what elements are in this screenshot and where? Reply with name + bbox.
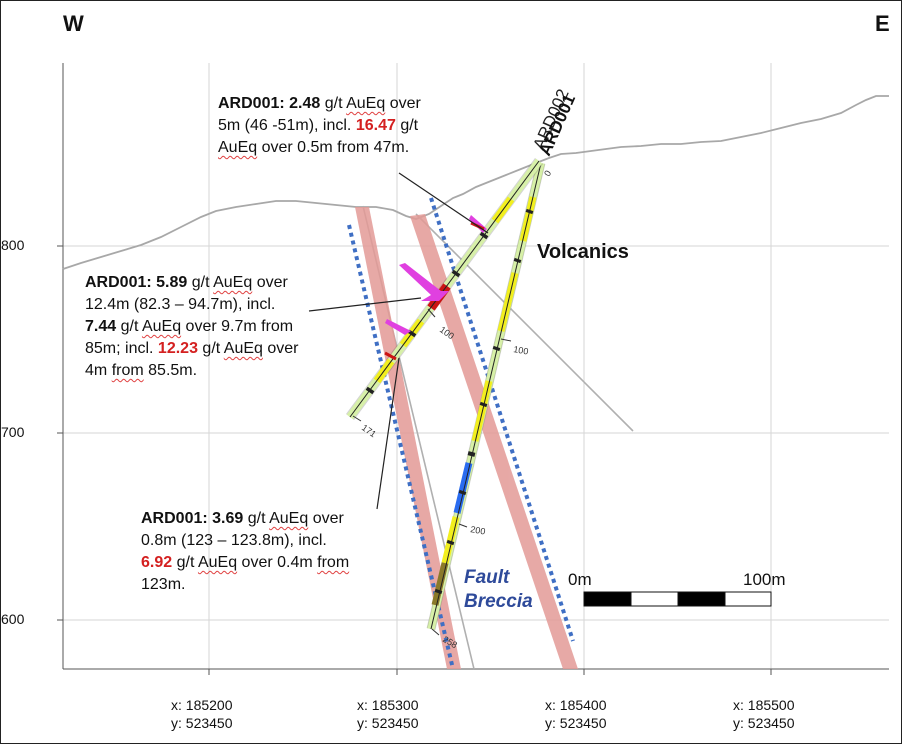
callout-ard001-top: ARD001: 2.48 g/t AuEq over 5m (46 -51m),… <box>218 95 421 156</box>
axes <box>57 63 889 675</box>
leader-lines <box>308 172 489 510</box>
coordinate-label-185400: x: 185400 y: 523450 <box>545 697 607 731</box>
grade-histogram <box>384 215 487 361</box>
coordinate-label-185500: x: 185500 y: 523450 <box>733 697 795 731</box>
fault-breccia-boundaries <box>347 197 575 670</box>
histogram-lower <box>385 319 411 335</box>
unit-label-volcanics: Volcanics <box>537 241 629 263</box>
ard002-yellow-4 <box>441 516 460 564</box>
fault-zone-west <box>355 207 461 669</box>
histogram-main <box>399 263 449 301</box>
leader-top <box>398 172 489 234</box>
coordinate-label-185300: x: 185300 y: 523450 <box>357 697 419 731</box>
scale-label-start: 0m <box>568 570 592 589</box>
elevation-label-700: 700 <box>1 424 25 440</box>
depth-label-171: 171 <box>360 422 378 439</box>
grey-trace-east <box>415 213 634 432</box>
elevation-label-600: 600 <box>1 611 25 627</box>
leader-bottom <box>376 357 400 510</box>
fault-zone-east <box>410 214 578 669</box>
depth-label-collar: 0 <box>542 169 553 178</box>
fault-boundary-east <box>429 197 575 642</box>
scale-bar <box>583 591 772 607</box>
fault-zones <box>355 207 578 669</box>
coordinate-label-185200: x: 185200 y: 523450 <box>171 697 233 731</box>
callout-ard001-middle: ARD001: 5.89 g/t AuEq over 12.4m (82.3 –… <box>85 274 299 379</box>
scale-label-end: 100m <box>743 570 786 589</box>
ard002-mixed <box>431 562 449 606</box>
elevation-label-800: 800 <box>1 237 25 253</box>
leader-middle <box>308 297 422 312</box>
compass-east: E <box>875 11 890 36</box>
depth-label-200: 200 <box>470 524 487 536</box>
unit-label-fault-breccia: Fault Breccia <box>464 567 533 612</box>
depth-label-ard002-100: 100 <box>513 344 530 356</box>
ard002-blue <box>453 462 473 514</box>
compass-west: W <box>63 11 84 36</box>
drillhole-ard002 <box>426 161 546 631</box>
callout-ard001-bottom: ARD001: 3.69 g/t AuEq over 0.8m (123 – 1… <box>141 510 350 593</box>
topography-line <box>62 95 889 270</box>
